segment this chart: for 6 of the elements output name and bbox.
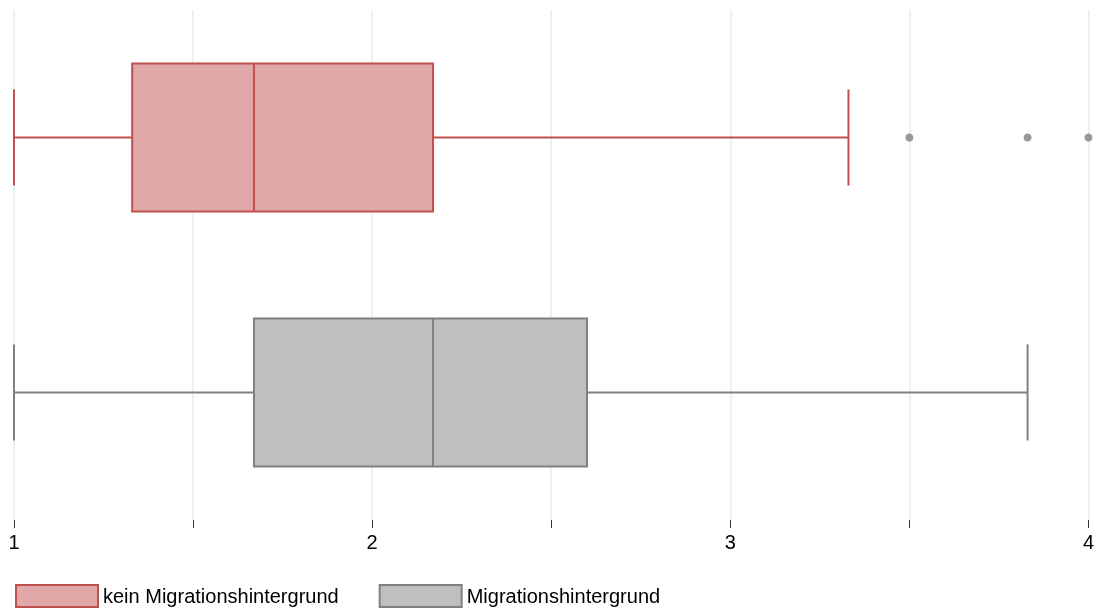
x-tick-label: 2: [366, 531, 378, 553]
legend-label: Migrationshintergrund: [466, 585, 661, 607]
x-tick-label: 3: [724, 531, 736, 553]
x-tick-label: 1: [8, 531, 20, 553]
legend-label: kein Migrationshintergrund: [103, 585, 339, 607]
x-tick-label: 4: [1082, 531, 1094, 553]
